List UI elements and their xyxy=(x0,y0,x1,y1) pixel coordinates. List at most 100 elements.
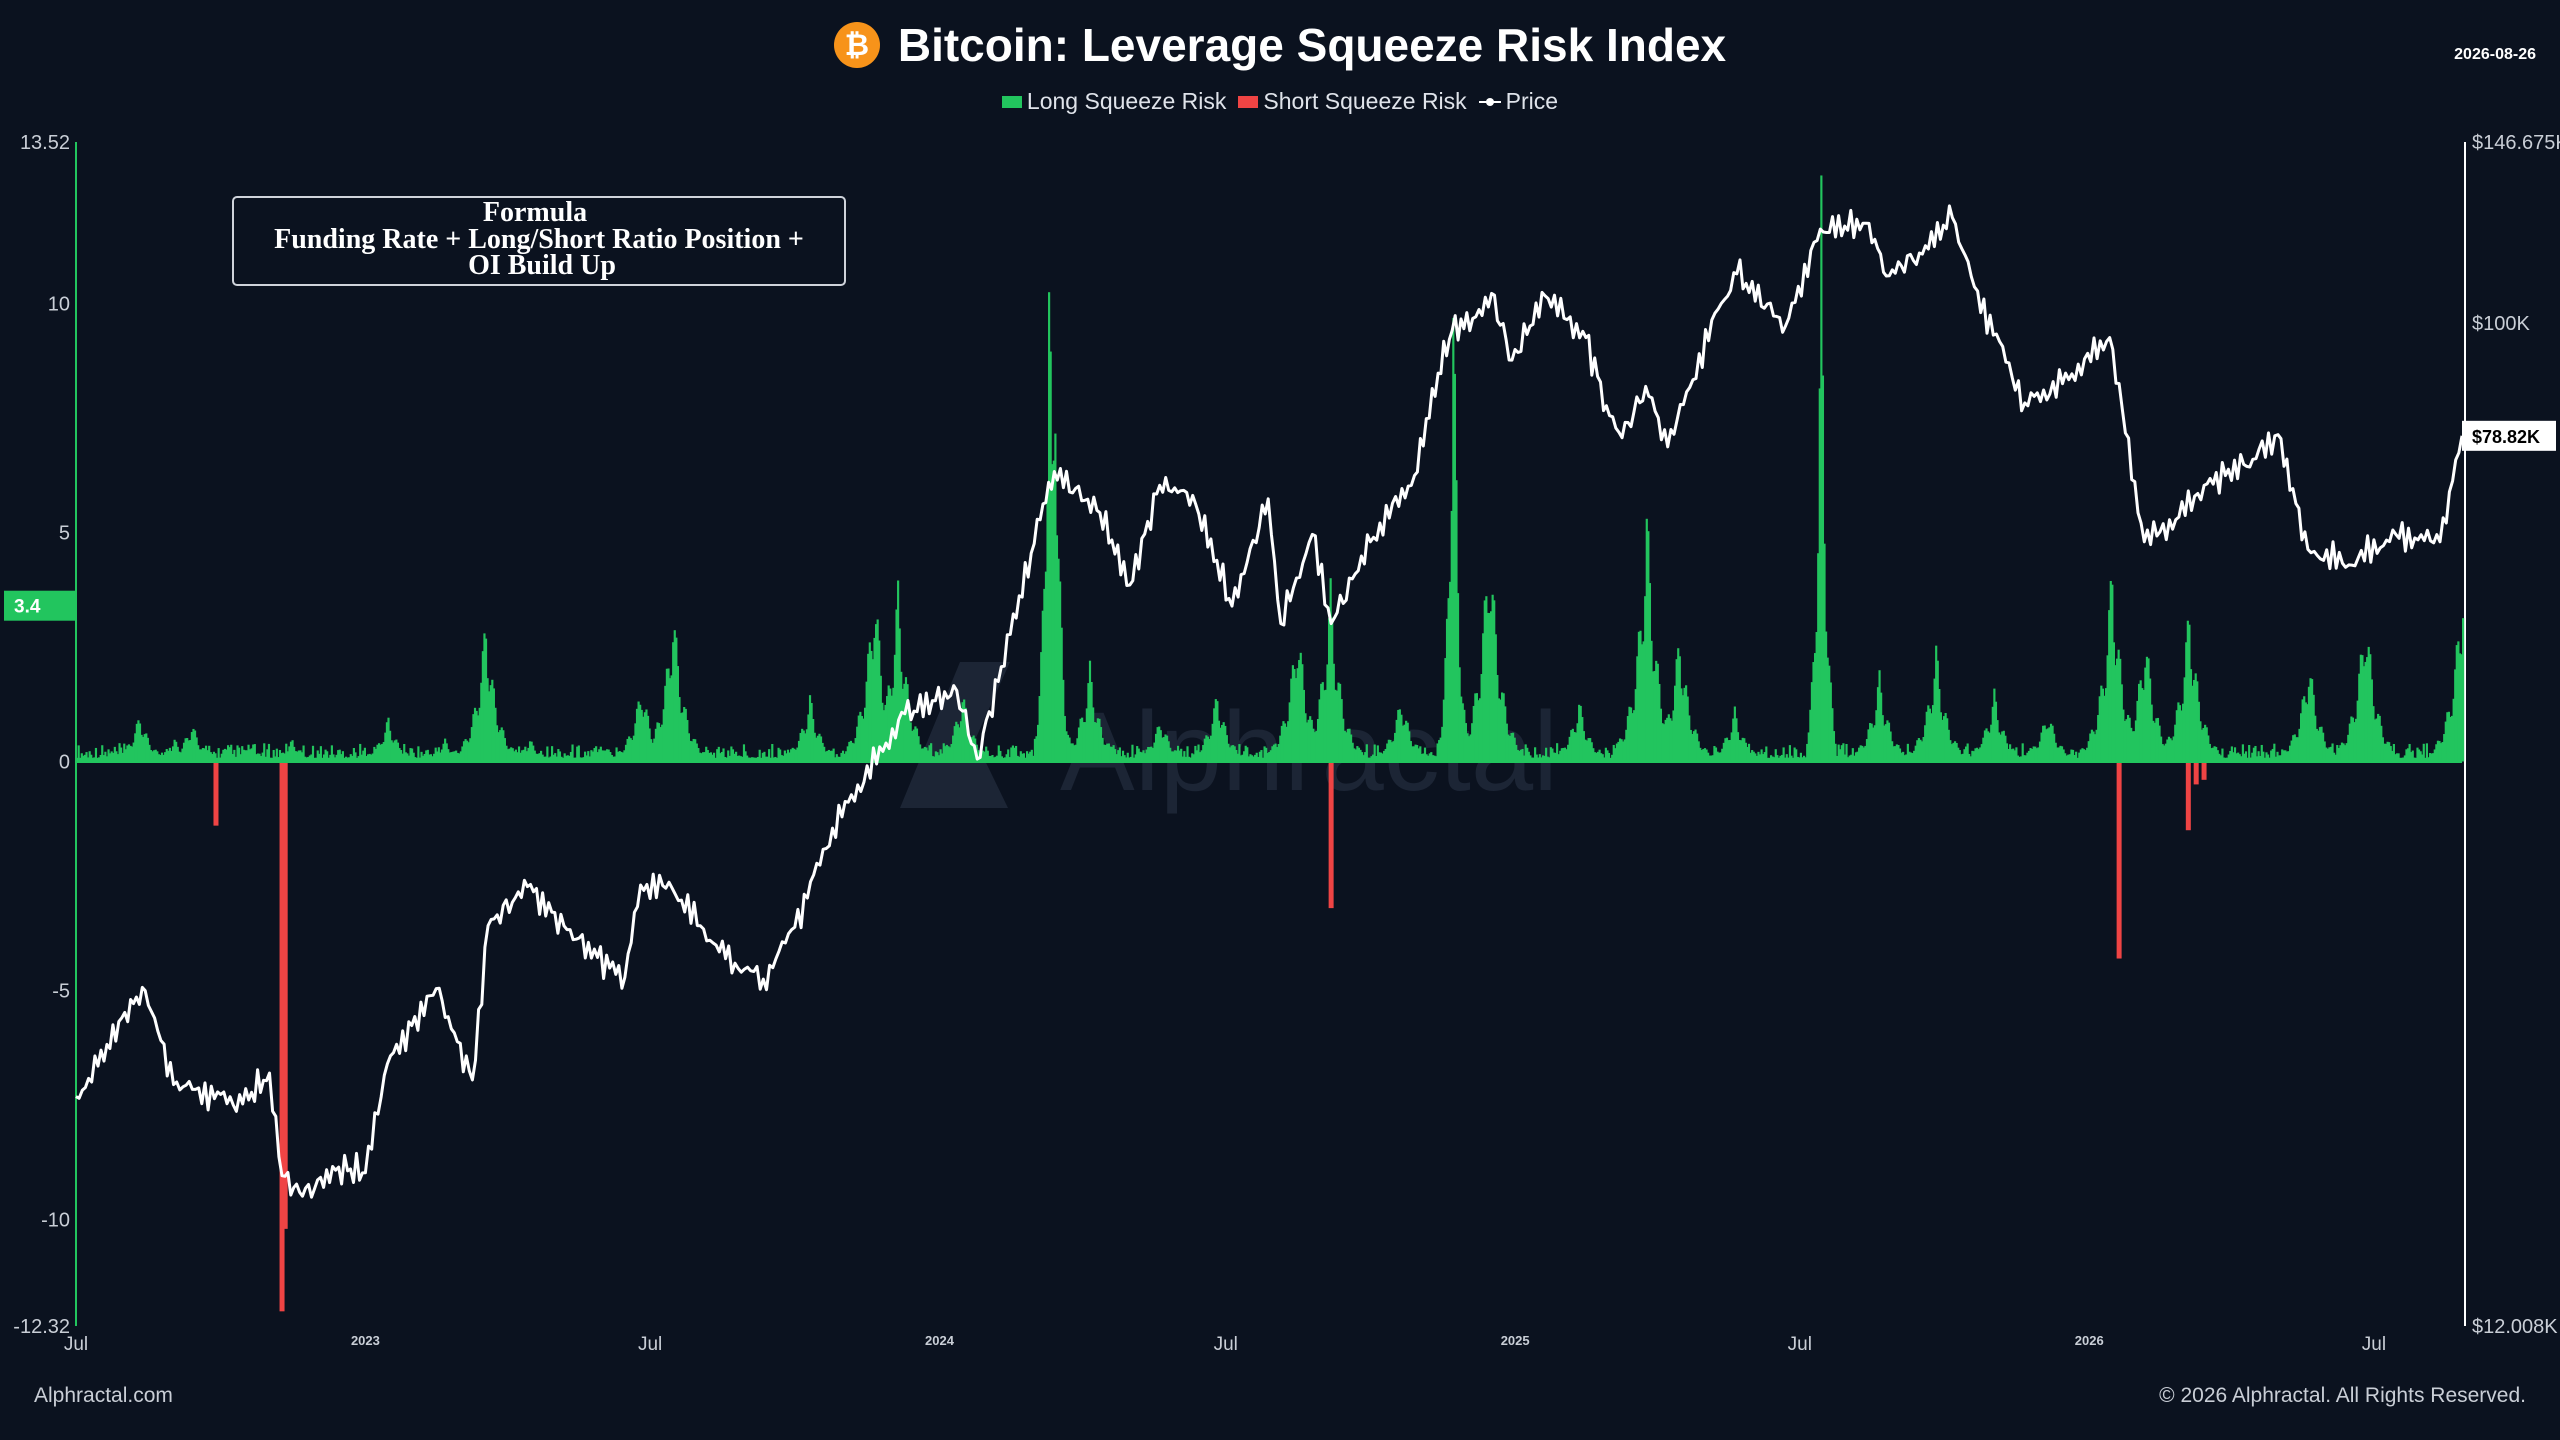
long-squeeze-bar xyxy=(2153,722,2156,762)
long-squeeze-bar xyxy=(1614,748,1617,762)
long-squeeze-bar xyxy=(1348,728,1351,762)
long-squeeze-bar xyxy=(1574,732,1578,762)
long-squeeze-bar xyxy=(1117,750,1120,762)
long-squeeze-bar xyxy=(1733,706,1736,762)
long-squeeze-bar xyxy=(2410,752,2413,762)
legend-long[interactable]: Long Squeeze Risk xyxy=(1001,88,1226,115)
long-squeeze-bar xyxy=(994,756,997,762)
long-squeeze-bar xyxy=(1623,739,1626,762)
long-squeeze-bar xyxy=(1752,751,1755,762)
long-squeeze-bar xyxy=(2288,745,2292,762)
long-squeeze-bar xyxy=(912,729,915,762)
x-tick-label: 2025 xyxy=(1501,1333,1530,1348)
long-squeeze-bar xyxy=(1483,600,1486,762)
axes xyxy=(75,142,2466,1326)
long-squeeze-bar xyxy=(198,749,201,762)
long-squeeze-bar xyxy=(1589,738,1592,762)
long-squeeze-bar xyxy=(2439,743,2443,762)
long-squeeze-bar xyxy=(448,752,451,762)
long-squeeze-bar xyxy=(631,739,634,762)
long-squeeze-bar xyxy=(643,712,646,762)
long-squeeze-bar xyxy=(926,750,930,762)
long-squeeze-bar xyxy=(462,741,466,762)
long-squeeze-bar xyxy=(774,756,777,762)
long-squeeze-bar xyxy=(1993,688,1996,762)
footer-site[interactable]: Alphractal.com xyxy=(34,1384,173,1407)
long-squeeze-bar xyxy=(1779,755,1782,762)
long-squeeze-bar xyxy=(480,682,483,762)
long-squeeze-bar xyxy=(1150,746,1153,762)
long-squeeze-bar xyxy=(1721,748,1724,762)
long-squeeze-bar xyxy=(1217,720,1221,762)
legend-short[interactable]: Short Squeeze Risk xyxy=(1238,88,1467,115)
long-squeeze-bar xyxy=(1703,748,1707,762)
long-squeeze-bar xyxy=(955,721,958,762)
long-squeeze-bar xyxy=(931,756,934,762)
long-squeeze-bar xyxy=(1675,659,1678,762)
long-squeeze-bar xyxy=(137,720,140,762)
long-squeeze-bar xyxy=(2395,753,2399,762)
long-squeeze-bar xyxy=(2175,710,2178,762)
long-squeeze-bar xyxy=(1381,753,1384,762)
long-squeeze-bar xyxy=(2303,696,2306,762)
legend-price[interactable]: Price xyxy=(1478,88,1558,115)
long-squeeze-bar xyxy=(2155,718,2158,762)
long-squeeze-bar xyxy=(606,749,609,762)
long-squeeze-bar xyxy=(1365,744,1368,762)
long-squeeze-bar xyxy=(469,738,472,762)
long-squeeze-bar xyxy=(607,749,610,762)
long-squeeze-bar xyxy=(101,745,104,762)
long-squeeze-bar xyxy=(2326,748,2329,762)
long-squeeze-bar xyxy=(739,756,742,762)
long-squeeze-bar xyxy=(2296,737,2300,762)
long-squeeze-bar xyxy=(1290,678,1293,762)
long-squeeze-bar xyxy=(2345,743,2348,762)
long-squeeze-bar xyxy=(2337,748,2340,762)
long-squeeze-bar xyxy=(873,637,876,762)
long-squeeze-bar xyxy=(90,754,93,762)
long-squeeze-bar xyxy=(1740,740,1743,762)
long-squeeze-bar xyxy=(1428,753,1431,762)
long-squeeze-bar xyxy=(1801,757,1804,762)
long-squeeze-bar xyxy=(1255,752,1258,762)
long-squeeze-bar xyxy=(568,755,571,762)
long-squeeze-bar xyxy=(1480,674,1483,762)
long-squeeze-bar xyxy=(2227,754,2230,762)
long-squeeze-bar xyxy=(1946,718,1949,762)
long-squeeze-bar xyxy=(1906,743,1909,762)
long-squeeze-bar xyxy=(1203,738,1206,762)
long-squeeze-bar xyxy=(192,728,195,762)
long-squeeze-bar xyxy=(632,735,635,762)
long-squeeze-bar xyxy=(1883,725,1886,762)
long-squeeze-bar xyxy=(1221,724,1224,762)
long-squeeze-bar xyxy=(2344,745,2347,762)
long-squeeze-bar xyxy=(2119,658,2122,762)
long-squeeze-bar xyxy=(1809,709,1812,762)
long-squeeze-bar xyxy=(332,754,335,762)
long-squeeze-bar xyxy=(2130,727,2133,762)
long-squeeze-bar xyxy=(1195,750,1199,762)
long-squeeze-bar xyxy=(418,757,422,762)
long-squeeze-bar xyxy=(363,747,367,762)
long-squeeze-bar xyxy=(1420,753,1423,762)
long-squeeze-bar xyxy=(906,684,909,762)
long-squeeze-bar xyxy=(1298,660,1301,762)
long-squeeze-bar xyxy=(2049,723,2053,762)
long-squeeze-bar xyxy=(1585,740,1589,762)
long-squeeze-bar xyxy=(936,752,939,762)
left-tick-label: 13.52 xyxy=(20,132,70,154)
long-squeeze-bar xyxy=(2454,669,2457,762)
long-squeeze-bar xyxy=(524,746,527,762)
long-squeeze-bar xyxy=(1853,755,1856,762)
long-squeeze-bar xyxy=(1007,749,1010,762)
long-squeeze-bar xyxy=(1774,749,1777,762)
long-squeeze-bar xyxy=(2279,755,2282,762)
long-squeeze-bar xyxy=(271,757,274,762)
long-squeeze-bar xyxy=(808,695,812,762)
long-squeeze-bar xyxy=(1192,754,1195,762)
long-squeeze-bar xyxy=(274,756,277,762)
long-squeeze-bar xyxy=(373,746,376,762)
long-squeeze-bar xyxy=(2040,732,2043,762)
long-squeeze-bar xyxy=(1236,753,1239,762)
long-squeeze-bar xyxy=(1968,753,1971,762)
